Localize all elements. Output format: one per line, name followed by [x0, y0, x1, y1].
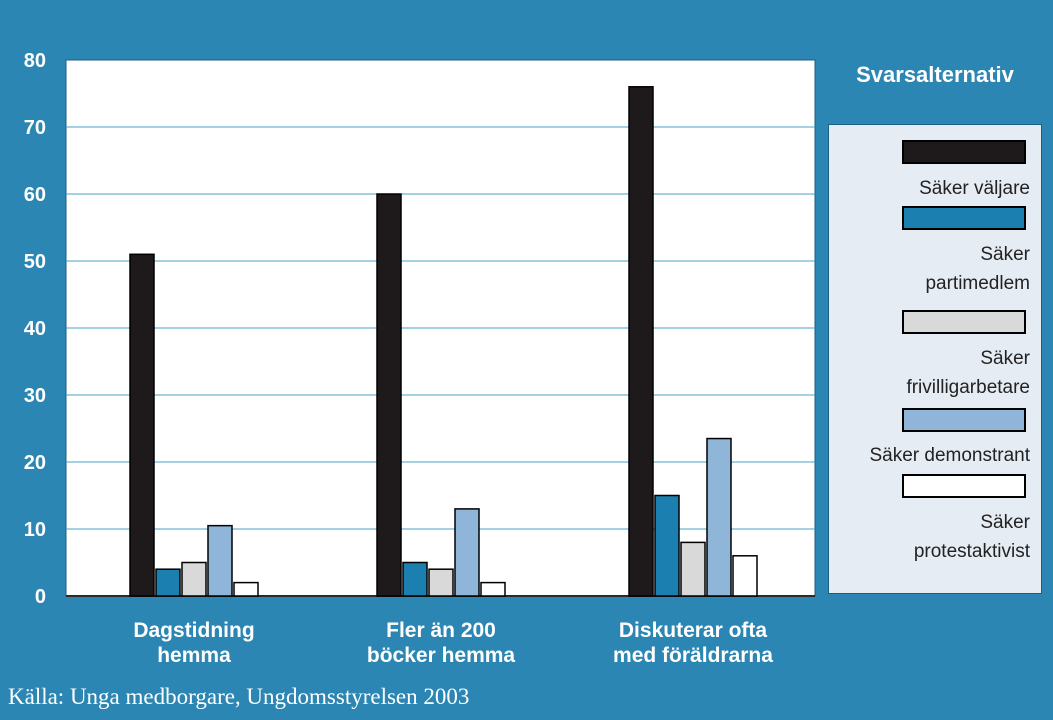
bar: [654, 494, 680, 597]
y-tick-label: 0: [35, 586, 46, 608]
x-tick-label: Dagstidning: [133, 619, 254, 642]
x-tick-label: Diskuterar ofta: [619, 619, 768, 642]
legend-label: Säker demonstrant: [869, 445, 1030, 466]
bar: [402, 561, 428, 597]
legend-swatch: [902, 408, 1026, 432]
legend-label: frivilligarbetare: [906, 377, 1030, 398]
bar: [454, 508, 480, 597]
legend-swatch: [902, 474, 1026, 498]
y-tick-label: 30: [24, 385, 46, 407]
legend-label: Säker väljare: [919, 178, 1030, 199]
legend-label: Säker: [980, 244, 1030, 265]
source-note: Källa: Unga medborgare, Ungdomsstyrelsen…: [8, 684, 470, 709]
legend-label: Säker: [980, 512, 1030, 533]
bars: [129, 86, 758, 597]
legend-swatch: [902, 310, 1026, 334]
bar: [480, 581, 506, 597]
bar: [628, 86, 654, 597]
bar: [129, 253, 155, 597]
y-tick-label: 50: [24, 251, 46, 273]
y-tick-label: 70: [24, 117, 46, 139]
bar: [155, 568, 181, 597]
x-tick-label: böcker hemma: [367, 644, 516, 667]
legend-swatch: [902, 140, 1026, 164]
legend-label: protestaktivist: [913, 541, 1030, 562]
legend-title: Svarsalternativ: [856, 62, 1014, 87]
y-tick-label: 80: [24, 50, 46, 72]
bar: [428, 568, 454, 597]
bar: [181, 561, 207, 597]
y-tick-label: 40: [24, 318, 46, 340]
legend: [828, 124, 1042, 594]
bar: [207, 524, 233, 597]
y-tick-label: 10: [24, 519, 46, 541]
legend-label: partimedlem: [925, 273, 1030, 294]
x-tick-label: hemma: [157, 644, 231, 667]
bar: [732, 555, 758, 597]
x-tick-label: Fler än 200: [386, 619, 496, 642]
bar: [376, 193, 402, 597]
y-tick-label: 20: [24, 452, 46, 474]
bar: [680, 541, 706, 597]
legend-swatch: [902, 206, 1026, 230]
y-tick-label: 60: [24, 184, 46, 206]
y-axis-ticks: 0 10 20 30 40 50 60 70 80: [24, 50, 46, 608]
bar: [706, 437, 732, 597]
bar: [233, 581, 259, 597]
x-tick-label: med föräldrarna: [613, 644, 773, 667]
legend-label: Säker: [980, 348, 1030, 369]
